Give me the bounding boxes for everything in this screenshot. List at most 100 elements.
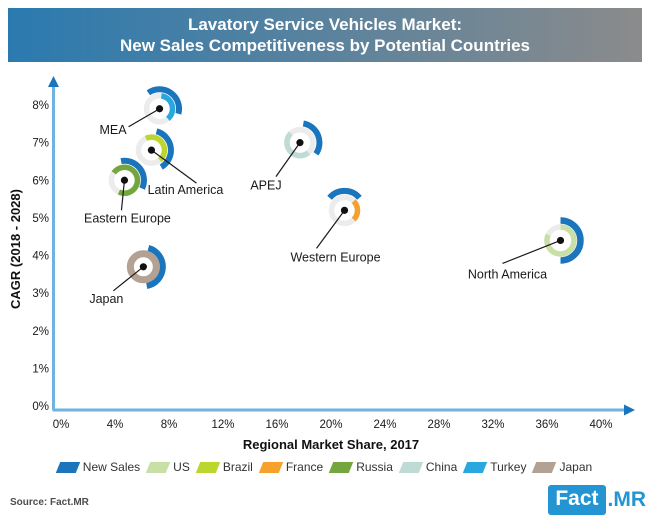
legend-label: Turkey (490, 460, 527, 474)
y-axis-title: CAGR (2018 - 2028) (8, 189, 23, 309)
callout-line (275, 142, 301, 177)
plot-area: 0% 4% 8% 12% 16% 20% 24% 28% 32% 36% 40% 0% 1% 2% 3% 4%… (0, 60, 650, 455)
legend-item-turkey: Turkey (463, 460, 527, 474)
point-dot (296, 139, 304, 147)
callout-line (151, 149, 197, 184)
marker-north-america: North America (468, 217, 584, 281)
x-tick-label-28: 28% (427, 419, 450, 431)
callout-line (502, 239, 561, 265)
marker-latin-america: Latin America (135, 128, 224, 197)
legend-swatch-france (258, 461, 284, 473)
callout-line (120, 180, 126, 211)
y-tick-label-5: 5% (32, 213, 49, 225)
marker-apej: APEJ (250, 120, 323, 193)
y-tick-label-6: 6% (32, 175, 49, 187)
legend-swatch-russia (328, 461, 354, 473)
legend-item-japan: Japan (532, 460, 593, 474)
x-tick-label-40: 40% (589, 419, 612, 431)
chart-header: Lavatory Service Vehicles Market: New Sa… (8, 8, 642, 62)
legend-swatch-china (398, 461, 424, 473)
marker-mea: MEA (99, 86, 182, 137)
legend-item-russia: Russia (328, 460, 393, 474)
legend-item-new_sales: New Sales (55, 460, 141, 474)
country-arc-russia (111, 164, 141, 196)
legend-item-france: France (258, 460, 324, 474)
y-tick-label-0: 0% (32, 401, 49, 413)
x-tick-label-16: 16% (265, 419, 288, 431)
chart-title-line-1: Lavatory Service Vehicles Market: (187, 15, 463, 34)
point-label-japan: Japan (89, 292, 123, 306)
country-arc-turkey (160, 93, 176, 121)
legend: New Sales US Brazil France Russia China Turkey… (0, 460, 650, 474)
y-tick-label-7: 7% (32, 138, 49, 150)
legend-label: Russia (356, 460, 393, 474)
x-tick-label-36: 36% (535, 419, 558, 431)
callout-line (128, 108, 160, 128)
callout-line (112, 266, 144, 292)
y-axis-arrow-icon (48, 76, 59, 87)
legend-swatch-us (145, 461, 171, 473)
legend-swatch-turkey (463, 461, 488, 473)
y-tick-label-1: 1% (32, 363, 49, 375)
legend-label: US (173, 460, 190, 474)
callout-line (316, 209, 345, 249)
legend-label: China (425, 460, 458, 474)
legend-swatch-brazil (195, 461, 221, 473)
point-label-western-europe: Western Europe (290, 250, 380, 264)
country-arc-china (284, 131, 311, 159)
point-dot (139, 263, 147, 271)
point-label-north-america: North America (468, 267, 547, 281)
legend-item-brazil: Brazil (195, 460, 253, 474)
point-dot (147, 146, 156, 154)
y-tick-label-3: 3% (32, 288, 49, 300)
point-dot (120, 176, 129, 184)
point-label-apej: APEJ (250, 179, 281, 193)
marker-japan: Japan (89, 245, 166, 306)
legend-label: Brazil (222, 460, 253, 474)
new-sales-arc (155, 128, 174, 170)
source-text: Source: Fact.MR (10, 497, 89, 508)
logo-mr-text: .MR (607, 488, 647, 511)
legend-item-us: US (145, 460, 190, 474)
y-tick-label-4: 4% (32, 251, 49, 263)
legend-label: Japan (559, 460, 593, 474)
x-axis-title: Regional Market Share, 2017 (243, 437, 419, 452)
legend-swatch-new_sales (55, 461, 81, 473)
point-label-eastern-europe: Eastern Europe (84, 211, 171, 225)
x-tick-label-24: 24% (373, 419, 396, 431)
chart-title-line-2: New Sales Competitiveness by Potential C… (119, 36, 530, 55)
legend-swatch-japan (532, 461, 557, 473)
x-tick-label-4: 4% (107, 419, 124, 431)
y-tick-label-8: 8% (32, 100, 49, 112)
new-sales-arc (145, 245, 166, 289)
brand-logo: Fact .MR (548, 485, 646, 515)
point-dot (556, 236, 565, 245)
marker-eastern-europe: Eastern Europe (84, 157, 171, 225)
point-label-latin-america: Latin America (148, 183, 224, 197)
legend-label: New Sales (82, 460, 141, 474)
new-sales-arc (146, 86, 182, 115)
new-sales-arc (327, 187, 362, 200)
point-label-mea: MEA (99, 123, 127, 137)
y-tick-label-2: 2% (32, 326, 49, 338)
legend-label: France (285, 460, 324, 474)
x-tick-label-0: 0% (53, 419, 70, 431)
x-axis-arrow-icon (624, 404, 635, 416)
country-arc-us (544, 224, 577, 257)
point-dot (155, 105, 164, 113)
x-tick-label-32: 32% (481, 419, 504, 431)
x-tick-label-8: 8% (161, 419, 178, 431)
country-ring-japan (126, 250, 160, 284)
marker-western-europe: Western Europe (290, 187, 381, 264)
country-arc-brazil (144, 134, 168, 163)
new-sales-arc (560, 217, 584, 264)
new-sales-arc (120, 157, 147, 190)
x-tick-label-12: 12% (211, 419, 234, 431)
x-tick-label-20: 20% (319, 419, 342, 431)
logo-fact-box: Fact (548, 485, 606, 515)
new-sales-arc (302, 120, 323, 156)
scatter-plot: 0% 4% 8% 12% 16% 20% 24% 28% 32% 36% 40% 0% 1% 2% 3% 4%… (8, 76, 635, 452)
country-arc-france (351, 199, 361, 222)
legend-item-china: China (398, 460, 458, 474)
